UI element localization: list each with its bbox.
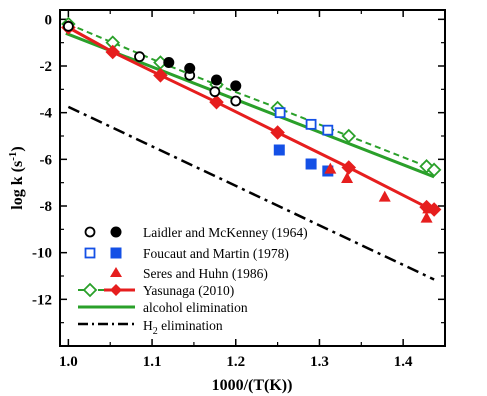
legend-yasunaga-red-marker [110,284,122,296]
x-axis-label: 1000/(T(K)) [212,377,293,394]
yasunaga-red-solid-line [67,26,435,211]
x-axis-ticks: 1.0 1.1 1.2 1.3 1.4 [59,10,413,370]
y-tick-label: -10 [32,246,52,262]
y-tick-label: -2 [40,59,53,75]
laidler-filled-point [211,74,223,86]
legend-h2-label: H2 elimination [143,318,223,337]
x-tick-label: 1.2 [226,354,245,370]
seres-point [422,202,435,214]
x-tick-label: 1.3 [310,354,329,370]
x-tick-label: 1.0 [59,354,78,370]
yasunaga-red-point [209,94,224,110]
legend-yasunaga-label: Yasunaga (2010) [143,283,234,298]
foucaut-open-point [274,107,286,119]
y-tick-label: -8 [40,199,53,215]
laidler-filled-point [230,80,242,92]
legend-yasunaga-green-marker [82,282,98,298]
yasunaga-red-point [341,160,357,175]
legend-foucaut-open-marker [84,247,96,259]
y-tick-label: 0 [45,12,53,28]
legend-h2-label-rest: elimination [158,318,223,333]
y-tick-label: -12 [32,292,52,308]
alcohol-elimination-line [65,31,435,179]
y-axis-ticks: 0 -2 -4 -6 -8 -10 -12 [32,12,445,324]
laidler-filled-point [163,57,175,68]
legend-laidler-label: Laidler and McKenney (1964) [143,225,308,240]
foucaut-open-point [305,118,317,130]
y-tick-label: -4 [40,106,53,122]
y-tick-label: -6 [40,152,53,168]
legend-seres-marker [110,267,122,277]
legend-alcohol-label: alcohol elimination [143,300,248,315]
yasunaga-red-point [105,44,121,60]
seres-point [341,172,354,183]
y-axis-label-close: ) [9,146,26,151]
h2-elimination-line [67,105,435,281]
seres-point [324,162,337,174]
yasunaga-red-point [153,68,168,83]
y-axis-label: log k (s-1) [7,146,26,209]
legend-h2-label-sub: 2 [153,326,158,337]
legend-laidler-filled-marker [110,226,122,238]
foucaut-filled-point [273,144,285,156]
legend-foucaut-label: Foucaut and Martin (1978) [143,246,289,261]
y-axis-label-sup: -1 [7,152,19,161]
legend-seres-label: Seres and Huhn (1986) [143,266,268,281]
legend-laidler-open-marker [84,226,96,238]
yasunaga-green-dashed-line [67,23,435,171]
yasunaga-green-point [426,162,442,178]
laidler-filled-point [184,62,196,74]
plot-frame [59,9,446,347]
laidler-open-point [209,86,221,98]
fit-lines [65,23,435,281]
foucaut-open-point [322,124,334,136]
laidler-open-point [62,20,74,32]
yasunaga-red-point [270,125,285,140]
laidler-open-point [230,95,242,107]
legend-h2-label-main: H [143,318,153,333]
x-tick-label: 1.4 [394,354,413,370]
x-tick-label: 1.1 [143,354,162,370]
laidler-open-point [134,51,145,63]
y-axis-label-main: log k (s [9,161,26,210]
foucaut-filled-point [305,158,317,170]
data-marks [61,16,442,223]
yasunaga-green-point [341,128,357,144]
legend-foucaut-filled-marker [110,247,122,259]
seres-point [420,211,433,223]
legend: Laidler and McKenney (1964) Foucaut and … [78,225,308,337]
seres-point [378,190,391,202]
